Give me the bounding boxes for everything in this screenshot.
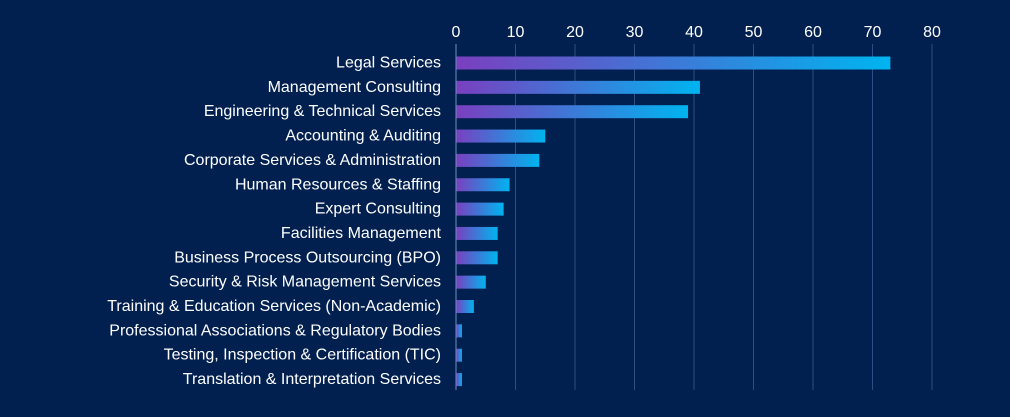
bar-0 xyxy=(456,56,891,70)
bars xyxy=(456,56,891,387)
category-label: Testing, Inspection & Certification (TIC… xyxy=(164,347,441,364)
gridlines xyxy=(515,44,933,390)
x-tick-label: 60 xyxy=(804,24,822,41)
x-tick-label: 40 xyxy=(685,24,703,41)
bar-1 xyxy=(456,80,700,94)
bar-4 xyxy=(456,153,540,167)
x-tick-label: 80 xyxy=(923,24,941,41)
category-label: Facilities Management xyxy=(281,225,442,242)
bar-12 xyxy=(456,348,462,362)
category-label: Engineering & Technical Services xyxy=(204,103,441,120)
x-tick-label: 50 xyxy=(745,24,763,41)
bar-6 xyxy=(456,202,504,216)
bar-10 xyxy=(456,300,474,313)
bar-13 xyxy=(456,373,462,387)
x-tick-label: 20 xyxy=(566,24,584,41)
category-label: Business Process Outsourcing (BPO) xyxy=(174,249,441,266)
bar-11 xyxy=(456,324,462,338)
category-label: Expert Consulting xyxy=(315,201,441,218)
bar-5 xyxy=(456,178,510,192)
category-label: Legal Services xyxy=(336,55,441,72)
category-label: Management Consulting xyxy=(268,79,441,96)
bar-3 xyxy=(456,129,546,143)
category-label: Human Resources & Staffing xyxy=(235,176,441,193)
category-label: Accounting & Auditing xyxy=(285,128,441,145)
x-axis-ticks: 0 10 20 30 40 50 60 70 80 xyxy=(452,24,941,41)
bar-2 xyxy=(456,105,689,119)
bar-9 xyxy=(456,275,486,289)
x-tick-label: 70 xyxy=(864,24,882,41)
category-label: Training & Education Services (Non-Acade… xyxy=(107,298,441,315)
category-label: Translation & Interpretation Services xyxy=(183,371,441,388)
category-label: Security & Risk Management Services xyxy=(169,274,441,291)
category-label: Professional Associations & Regulatory B… xyxy=(109,322,441,339)
bar-7 xyxy=(456,226,498,240)
x-tick-label: 10 xyxy=(507,24,525,41)
x-tick-label: 30 xyxy=(626,24,644,41)
category-labels: Legal Services Management Consulting Engin… xyxy=(107,55,441,389)
bar-8 xyxy=(456,251,498,265)
category-label: Corporate Services & Administration xyxy=(184,152,441,169)
x-tick-label: 0 xyxy=(452,24,461,41)
